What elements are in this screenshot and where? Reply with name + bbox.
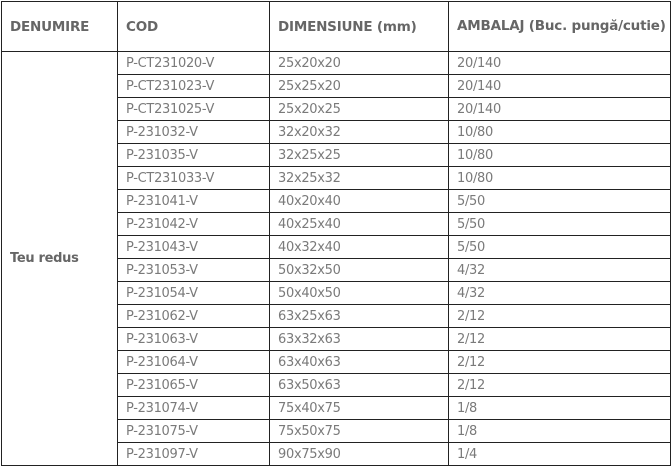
ambalaj-cell: 1/8 <box>448 396 671 420</box>
table-row: P-231097-V 90x75x90 1/4 <box>2 442 671 466</box>
cod-cell: P-CT231020-V <box>117 51 270 75</box>
table-row: P-231075-V 75x50x75 1/8 <box>2 419 671 443</box>
cod-cell: P-231075-V <box>117 419 270 443</box>
table-row: P-CT231033-V 32x25x32 10/80 <box>2 166 671 190</box>
dimensiune-cell: 25x20x20 <box>269 51 449 75</box>
header-cod: COD <box>117 1 270 52</box>
ambalaj-cell: 20/140 <box>448 97 671 121</box>
ambalaj-cell: 10/80 <box>448 120 671 144</box>
header-ambalaj: AMBALAJ (Buc. pungă/cutie) <box>448 1 671 52</box>
table-row: P-231054-V 50x40x50 4/32 <box>2 281 671 305</box>
dimensiune-cell: 50x32x50 <box>269 258 449 282</box>
cod-cell: P-231035-V <box>117 143 270 167</box>
dimensiune-cell: 63x32x63 <box>269 327 449 351</box>
ambalaj-cell: 10/80 <box>448 143 671 167</box>
ambalaj-cell: 5/50 <box>448 189 671 213</box>
dimensiune-cell: 25x20x25 <box>269 97 449 121</box>
dimensiune-cell: 32x20x32 <box>269 120 449 144</box>
ambalaj-cell: 5/50 <box>448 212 671 236</box>
cod-cell: P-231054-V <box>117 281 270 305</box>
dimensiune-cell: 40x32x40 <box>269 235 449 259</box>
cod-cell: P-231063-V <box>117 327 270 351</box>
cod-cell: P-CT231025-V <box>117 97 270 121</box>
dimensiune-cell: 75x40x75 <box>269 396 449 420</box>
cod-cell: P-231032-V <box>117 120 270 144</box>
ambalaj-cell: 10/80 <box>448 166 671 190</box>
ambalaj-cell: 2/12 <box>448 373 671 397</box>
cod-cell: P-231041-V <box>117 189 270 213</box>
cod-cell: P-CT231033-V <box>117 166 270 190</box>
table-row: P-231062-V 63x25x63 2/12 <box>2 304 671 328</box>
dimensiune-cell: 40x25x40 <box>269 212 449 236</box>
table-row: Teu redus P-CT231020-V 25x20x20 20/140 <box>1 51 671 466</box>
dimensiune-cell: 25x25x20 <box>269 74 449 98</box>
cod-cell: P-231074-V <box>117 396 270 420</box>
ambalaj-cell: 5/50 <box>448 235 671 259</box>
cod-cell: P-231065-V <box>117 373 270 397</box>
dimensiune-cell: 63x25x63 <box>269 304 449 328</box>
ambalaj-cell: 2/12 <box>448 327 671 351</box>
ambalaj-cell: 4/32 <box>448 258 671 282</box>
table-row: P-231035-V 32x25x25 10/80 <box>2 143 671 167</box>
cod-cell: P-CT231023-V <box>117 74 270 98</box>
cod-cell: P-231053-V <box>117 258 270 282</box>
table-row: P-231042-V 40x25x40 5/50 <box>2 212 671 236</box>
product-name-cell: Teu redus <box>1 51 118 466</box>
cod-cell: P-231042-V <box>117 212 270 236</box>
table-body: Teu redus P-CT231020-V 25x20x20 20/140 P-CT2… <box>1 51 671 466</box>
ambalaj-cell: 20/140 <box>448 74 671 98</box>
dimensiune-cell: 50x40x50 <box>269 281 449 305</box>
ambalaj-cell: 20/140 <box>448 51 671 75</box>
dimensiune-cell: 32x25x25 <box>269 143 449 167</box>
dimensiune-cell: 40x20x40 <box>269 189 449 213</box>
table-row: P-231074-V 75x40x75 1/8 <box>2 396 671 420</box>
dimensiune-cell: 63x50x63 <box>269 373 449 397</box>
ambalaj-cell: 4/32 <box>448 281 671 305</box>
dimensiune-cell: 63x40x63 <box>269 350 449 374</box>
table-row: P-CT231025-V 25x20x25 20/140 <box>2 97 671 121</box>
cod-cell: P-231097-V <box>117 442 270 466</box>
ambalaj-cell: 2/12 <box>448 304 671 328</box>
ambalaj-cell: 2/12 <box>448 350 671 374</box>
header-row: DENUMIRE COD DIMENSIUNE (mm) AMBALAJ (Bu… <box>1 1 671 52</box>
table-row: P-231043-V 40x32x40 5/50 <box>2 235 671 259</box>
table-row: P-CT231023-V 25x25x20 20/140 <box>2 74 671 98</box>
dimensiune-cell: 32x25x32 <box>269 166 449 190</box>
header-dimensiune: DIMENSIUNE (mm) <box>269 1 449 52</box>
ambalaj-cell: 1/8 <box>448 419 671 443</box>
header-denumire: DENUMIRE <box>1 1 118 52</box>
ambalaj-cell: 1/4 <box>448 442 671 466</box>
cod-cell: P-231043-V <box>117 235 270 259</box>
dimensiune-cell: 90x75x90 <box>269 442 449 466</box>
cod-cell: P-231064-V <box>117 350 270 374</box>
table-row: P-231032-V 32x20x32 10/80 <box>2 120 671 144</box>
table-row: P-231053-V 50x32x50 4/32 <box>2 258 671 282</box>
dimensiune-cell: 75x50x75 <box>269 419 449 443</box>
cod-cell: P-231062-V <box>117 304 270 328</box>
